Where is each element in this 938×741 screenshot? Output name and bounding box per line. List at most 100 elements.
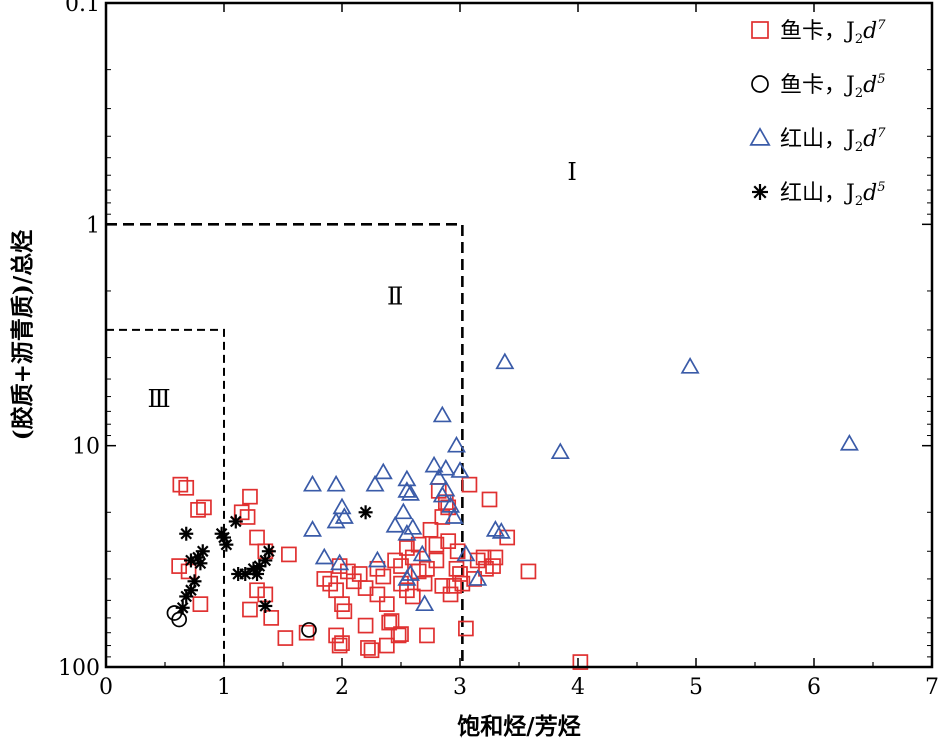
data-point-square — [180, 563, 197, 580]
region-label: Ⅱ — [387, 282, 403, 310]
data-point-square — [378, 637, 395, 654]
data-point-asterisk — [175, 600, 190, 615]
legend-superscript: 5 — [877, 180, 885, 195]
data-point-triangle — [397, 469, 417, 487]
data-point-triangle — [332, 497, 352, 515]
y-tick-label: 10 — [72, 435, 100, 460]
legend-subscript: 2 — [855, 194, 863, 209]
data-point-square — [196, 499, 212, 516]
data-point-triangle — [302, 520, 323, 537]
data-point-triangle — [424, 455, 444, 473]
x-axis-title: 饱和烃/芳烃 — [457, 713, 580, 740]
data-point-square — [331, 558, 348, 574]
data-point-triangle — [432, 405, 452, 423]
data-point-triangle — [365, 474, 385, 492]
data-point-square — [277, 630, 294, 646]
y-tick-label: 1 — [86, 213, 100, 238]
x-tick-label: 6 — [807, 675, 821, 700]
data-point-triangle — [446, 435, 466, 453]
legend-marker-circle — [751, 75, 769, 93]
data-point-triangle — [456, 544, 476, 562]
series-circle — [166, 605, 317, 638]
data-point-triangle — [373, 462, 393, 480]
legend-superscript: 5 — [877, 72, 885, 87]
data-point-square — [572, 654, 589, 670]
data-point-triangle — [495, 352, 515, 370]
x-tick-label: 4 — [571, 675, 585, 700]
legend-subscript: 2 — [855, 140, 863, 155]
plot-frame — [104, 1, 934, 669]
data-point-square — [363, 642, 380, 659]
data-point-triangle — [326, 511, 346, 529]
data-point-triangle — [330, 553, 350, 571]
data-point-triangle — [432, 485, 452, 503]
boundary-i-ii — [106, 223, 464, 667]
series-square — [171, 476, 589, 670]
data-point-triangle — [429, 468, 449, 485]
legend-subscript: 2 — [855, 32, 863, 47]
data-point-asterisk — [217, 530, 231, 545]
region-label: Ⅰ — [567, 158, 576, 186]
data-point-triangle — [393, 502, 413, 520]
data-point-circle — [301, 622, 317, 638]
data-point-square — [410, 563, 427, 580]
data-point-square — [419, 627, 435, 644]
data-point-asterisk — [195, 544, 210, 559]
data-point-square — [387, 552, 403, 569]
data-point-square — [375, 568, 392, 585]
data-point-square — [249, 582, 265, 599]
legend-label: 鱼卡，J2d5 — [780, 72, 885, 101]
data-point-square — [428, 552, 445, 569]
data-point-square — [440, 533, 457, 549]
data-point-asterisk — [179, 526, 194, 541]
data-point-square — [249, 529, 265, 546]
x-tick-label: 0 — [99, 675, 113, 700]
legend-superscript: 7 — [877, 126, 886, 141]
data-point-square — [485, 558, 501, 574]
data-point-square — [475, 549, 492, 566]
data-point-triangle — [415, 594, 435, 612]
data-point-asterisk — [179, 589, 194, 604]
data-point-square — [171, 558, 188, 574]
data-point-square — [454, 575, 471, 592]
legend-text: 红山，J — [780, 127, 855, 152]
data-point-triangle — [444, 507, 464, 524]
data-point-square — [192, 596, 209, 612]
data-point-square — [446, 578, 462, 594]
legend-item: 鱼卡，J2d5 — [751, 72, 885, 101]
data-point-triangle — [550, 442, 570, 460]
data-point-square — [172, 476, 189, 493]
data-point-square — [298, 624, 315, 641]
boundary-ii-iii — [106, 328, 225, 667]
data-point-triangle — [441, 496, 461, 513]
x-tick-label: 3 — [453, 675, 467, 700]
data-point-triangle — [397, 523, 417, 541]
data-point-asterisk — [228, 514, 243, 529]
data-point-square — [428, 536, 445, 553]
x-tick-label: 2 — [335, 675, 349, 700]
data-point-square — [316, 571, 333, 587]
legend-marker-square — [751, 21, 769, 39]
data-point-triangle — [397, 481, 417, 498]
legend-subscript: 2 — [855, 86, 863, 101]
data-point-triangle — [491, 522, 511, 539]
legend-d: d — [863, 73, 877, 98]
x-tick-label: 7 — [925, 675, 938, 700]
legend-item: 鱼卡，J2d7 — [751, 18, 886, 47]
data-point-square — [419, 560, 435, 577]
data-point-triangle — [468, 569, 488, 586]
data-point-square — [399, 540, 415, 556]
legend-text: 红山，J — [780, 181, 855, 206]
data-point-triangle — [367, 550, 387, 568]
data-point-asterisk — [261, 544, 276, 559]
boundary-layer: Ⅰ Ⅱ Ⅲ — [106, 158, 577, 667]
series-asterisk — [175, 505, 373, 615]
data-point-square — [190, 502, 206, 518]
data-point-triangle — [680, 356, 700, 374]
x-tick-label: 1 — [217, 675, 231, 700]
data-point-square — [449, 543, 466, 560]
data-point-asterisk — [193, 556, 208, 571]
data-point-square — [393, 626, 409, 642]
region-label: Ⅲ — [148, 385, 171, 413]
data-point-square — [404, 588, 421, 605]
